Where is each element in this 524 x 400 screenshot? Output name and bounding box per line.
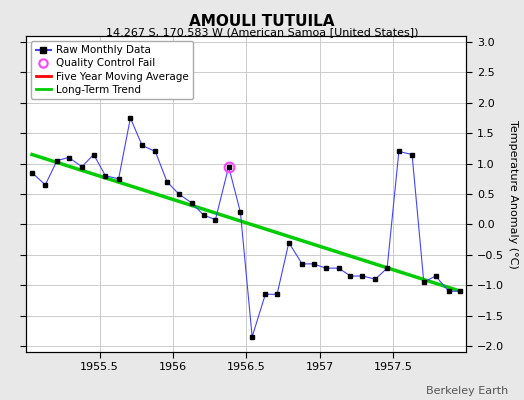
Text: Berkeley Earth: Berkeley Earth bbox=[426, 386, 508, 396]
Y-axis label: Temperature Anomaly (°C): Temperature Anomaly (°C) bbox=[508, 120, 518, 268]
Legend: Raw Monthly Data, Quality Control Fail, Five Year Moving Average, Long-Term Tren: Raw Monthly Data, Quality Control Fail, … bbox=[31, 41, 193, 99]
Text: AMOULI TUTUILA: AMOULI TUTUILA bbox=[189, 14, 335, 29]
Text: 14.267 S, 170.583 W (American Samoa [United States]): 14.267 S, 170.583 W (American Samoa [Uni… bbox=[106, 27, 418, 37]
